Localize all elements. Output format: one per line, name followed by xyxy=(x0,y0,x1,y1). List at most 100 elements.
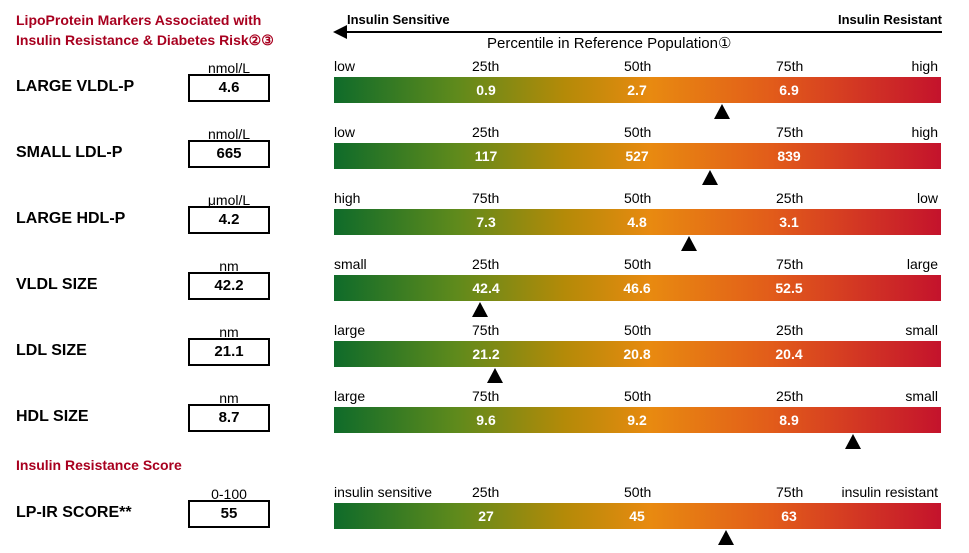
scale-high-label: insulin resistant xyxy=(841,484,939,500)
marker-unit: 0-100 xyxy=(211,486,247,502)
bar-value-2: 9.2 xyxy=(627,412,647,428)
percentile-label-3: 75th xyxy=(776,256,804,272)
bar-value-3: 3.1 xyxy=(779,214,799,230)
marker-name: LDL SIZE xyxy=(16,342,87,359)
left-arrow-icon xyxy=(333,25,347,39)
marker-value-box: 55 xyxy=(188,500,270,528)
percentile-subtitle: Percentile in Reference Population① xyxy=(487,35,732,52)
bar-value-2: 45 xyxy=(629,508,645,524)
marker-row-large-vldl-p: LARGE VLDL-P nmol/L 4.6 low 25th 50th 75… xyxy=(0,58,969,132)
bar-value-2: 527 xyxy=(625,148,649,164)
scale-low-label: large xyxy=(334,388,366,404)
scale-high-label: small xyxy=(905,322,938,338)
marker-row-lp-ir-score: LP-IR SCORE** 0-100 55 insulin sensitive… xyxy=(0,484,969,553)
percentile-gradient-bar: 0.9 2.7 6.9 xyxy=(334,77,941,103)
marker-unit: μmol/L xyxy=(207,192,251,208)
marker-value-box: 4.6 xyxy=(188,74,270,102)
percentile-label-1: 75th xyxy=(472,190,500,206)
percentile-label-1: 25th xyxy=(472,484,500,500)
percentile-label-3: 25th xyxy=(776,190,804,206)
marker-name: VLDL SIZE xyxy=(16,276,98,293)
marker-name: LARGE VLDL-P xyxy=(16,78,135,95)
bar-value-1: 7.3 xyxy=(476,214,496,230)
scale-high-label: large xyxy=(906,256,938,272)
position-marker-icon xyxy=(844,434,861,449)
scale-high-label: high xyxy=(911,58,938,74)
percentile-gradient-bar: 117 527 839 xyxy=(334,143,941,169)
percentile-label-2: 50th xyxy=(624,484,652,500)
bar-value-3: 839 xyxy=(777,148,801,164)
percentile-label-1: 75th xyxy=(472,388,500,404)
scale-low-label: large xyxy=(334,322,366,338)
marker-row-hdl-size: HDL SIZE nm 8.7 large 75th 50th 25th sma… xyxy=(0,388,969,462)
marker-value-box: 8.7 xyxy=(188,404,270,432)
scale-low-label: insulin sensitive xyxy=(334,484,433,500)
scale-low-label: low xyxy=(334,58,356,74)
percentile-gradient-bar: 7.3 4.8 3.1 xyxy=(334,209,941,235)
percentile-label-2: 50th xyxy=(624,388,652,404)
marker-value-box: 42.2 xyxy=(188,272,270,300)
percentile-label-1: 25th xyxy=(472,256,500,272)
percentile-label-3: 25th xyxy=(776,322,804,338)
bar-value-1: 117 xyxy=(474,148,498,164)
marker-row-small-ldl-p: SMALL LDL-P nmol/L 665 low 25th 50th 75t… xyxy=(0,124,969,198)
marker-value-box: 4.2 xyxy=(188,206,270,234)
percentile-gradient-bar: 42.4 46.6 52.5 xyxy=(334,275,941,301)
insulin-resistant-label: Insulin Resistant xyxy=(837,12,942,27)
marker-unit: nm xyxy=(219,258,239,274)
percentile-label-3: 75th xyxy=(776,484,804,500)
percentile-gradient-bar: 21.2 20.8 20.4 xyxy=(334,341,941,367)
position-marker-icon xyxy=(486,368,503,383)
percentile-label-1: 25th xyxy=(472,58,500,74)
direction-arrow-line xyxy=(345,31,942,33)
bar-value-3: 20.4 xyxy=(775,346,803,362)
marker-value-box: 21.1 xyxy=(188,338,270,366)
marker-unit: nmol/L xyxy=(207,60,251,76)
marker-unit: nmol/L xyxy=(207,126,251,142)
position-marker-icon xyxy=(681,236,698,251)
marker-row-large-hdl-p: LARGE HDL-P μmol/L 4.2 high 75th 50th 25… xyxy=(0,190,969,264)
bar-value-3: 6.9 xyxy=(779,82,799,98)
scale-high-label: low xyxy=(916,190,938,206)
bar-value-2: 20.8 xyxy=(623,346,651,362)
marker-unit: nm xyxy=(219,324,239,340)
percentile-gradient-bar: 27 45 63 xyxy=(334,503,941,529)
position-marker-icon xyxy=(702,170,719,185)
percentile-label-3: 75th xyxy=(776,58,804,74)
percentile-label-2: 50th xyxy=(624,124,652,140)
scale-high-label: high xyxy=(911,124,938,140)
scale-low-label: high xyxy=(334,190,361,206)
bar-value-1: 9.6 xyxy=(476,412,496,428)
marker-name: HDL SIZE xyxy=(16,408,89,425)
bar-value-3: 8.9 xyxy=(779,412,799,428)
percentile-label-2: 50th xyxy=(624,256,652,272)
report-title: LipoProtein Markers Associated with Insu… xyxy=(16,10,274,50)
marker-row-vldl-size: VLDL SIZE nm 42.2 small 25th 50th 75th l… xyxy=(0,256,969,330)
bar-value-3: 63 xyxy=(781,508,797,524)
marker-row-ldl-size: LDL SIZE nm 21.1 large 75th 50th 25th sm… xyxy=(0,322,969,396)
report-title-line2: Insulin Resistance & Diabetes Risk②③ xyxy=(16,32,274,48)
bar-value-3: 52.5 xyxy=(775,280,803,296)
marker-unit: nm xyxy=(219,390,239,406)
bar-value-1: 0.9 xyxy=(476,82,496,98)
bar-value-2: 46.6 xyxy=(623,280,651,296)
bar-value-2: 2.7 xyxy=(627,82,647,98)
marker-name: LARGE HDL-P xyxy=(16,210,126,227)
percentile-label-2: 50th xyxy=(624,190,652,206)
percentile-label-1: 75th xyxy=(472,322,500,338)
position-marker-icon xyxy=(717,530,734,545)
percentile-gradient-bar: 9.6 9.2 8.9 xyxy=(334,407,941,433)
ir-section-title: Insulin Resistance Score xyxy=(16,457,182,473)
percentile-label-3: 25th xyxy=(776,388,804,404)
marker-name: LP-IR SCORE** xyxy=(16,504,132,521)
marker-name: SMALL LDL-P xyxy=(16,144,123,161)
scale-low-label: small xyxy=(334,256,367,272)
bar-value-1: 21.2 xyxy=(472,346,500,362)
bar-value-2: 4.8 xyxy=(627,214,647,230)
bar-value-1: 27 xyxy=(478,508,494,524)
percentile-label-2: 50th xyxy=(624,58,652,74)
scale-low-label: low xyxy=(334,124,356,140)
scale-high-label: small xyxy=(905,388,938,404)
position-marker-icon xyxy=(471,302,488,317)
percentile-label-3: 75th xyxy=(776,124,804,140)
